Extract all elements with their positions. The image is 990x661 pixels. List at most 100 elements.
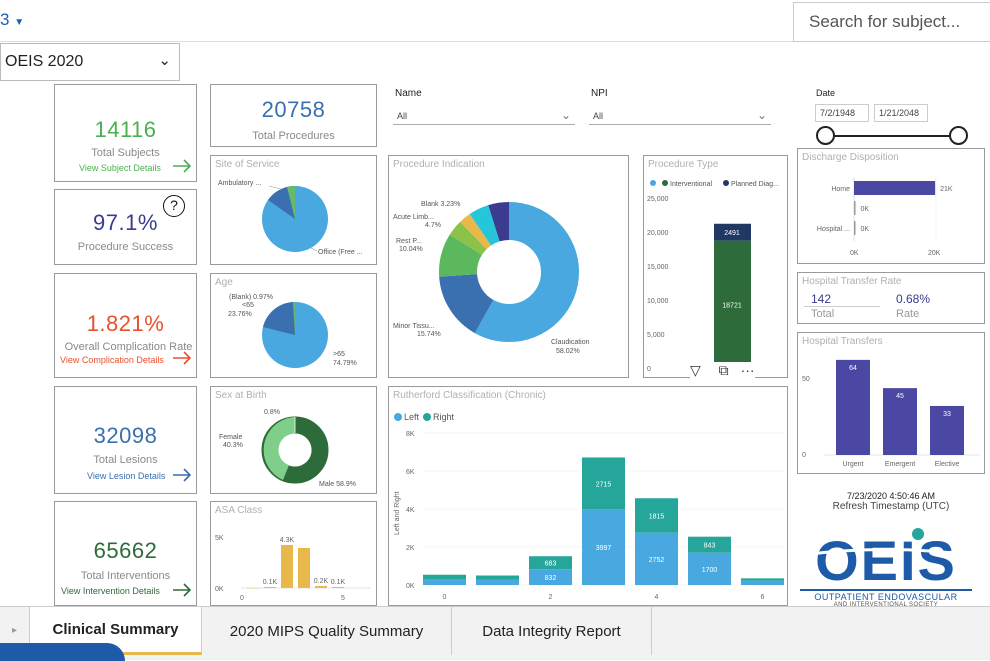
pie-label: Office (Free ... [318, 249, 363, 256]
transfer-total-label: Total [811, 308, 835, 320]
asa-bar[interactable] [315, 586, 327, 588]
y-tick: 20,000 [647, 230, 669, 237]
bar-left[interactable] [476, 579, 519, 585]
pie-slice-blank [293, 301, 295, 335]
asa-bar[interactable] [298, 548, 310, 588]
arrow-right-icon[interactable] [173, 351, 193, 365]
data-label: 1700 [702, 567, 718, 574]
age-pie[interactable]: (Blank) 0.97% <65 23.76% >65 74.79% [211, 274, 376, 377]
y-tick: 25,000 [647, 196, 669, 203]
procedure-type-chart[interactable]: Interventional Planned Diag... 25,000 20,… [644, 156, 787, 377]
kpi-label: Total Subjects [91, 147, 160, 159]
y-tick: 4K [406, 507, 415, 514]
discharge-bar[interactable] [854, 201, 856, 215]
asa-bar[interactable] [332, 587, 344, 588]
kpi-value: 65662 [93, 538, 158, 563]
chevron-down-icon: ⌄ [158, 52, 171, 69]
bar-right[interactable] [741, 578, 784, 581]
kpi-value: 20758 [261, 97, 326, 122]
discharge-bar-chart[interactable]: 0K 20K Home 21K 0K Hospital ... 0K [798, 149, 984, 263]
arrow-right-icon[interactable] [173, 159, 193, 173]
asa-bar[interactable] [281, 545, 293, 588]
npi-filter-label: NPI [591, 88, 608, 99]
bar-left[interactable] [741, 580, 784, 585]
name-filter-dropdown[interactable]: All ⌄ [393, 108, 575, 125]
kpi-label: Total Lesions [93, 454, 158, 466]
bar-right[interactable] [529, 556, 572, 570]
help-icon[interactable]: ? [163, 195, 185, 217]
more-options-icon[interactable]: ··· [740, 362, 755, 378]
indication-donut[interactable]: Blank 3.23% Acute Limb... 4.7% Rest P...… [389, 156, 628, 377]
transfer-bar[interactable] [930, 405, 964, 455]
transfer-bar[interactable] [836, 359, 870, 455]
data-label: 0.1K [263, 579, 278, 586]
tab-accent [0, 643, 125, 661]
card-title: Procedure Type [648, 159, 719, 170]
rutherford-stacked-bar-chart[interactable]: Left Right Left and Right 8K 6K 4K 2K 0K 832 6… [389, 387, 787, 605]
asa-bar[interactable] [264, 587, 276, 588]
pie-label: Minor Tissu... [393, 323, 435, 330]
bar-right[interactable] [423, 574, 466, 580]
kpi-total-interventions: 65662 Total Interventions View Intervent… [54, 501, 197, 606]
chevron-down-icon: ▼ [14, 17, 25, 28]
discharge-bar[interactable] [854, 181, 936, 195]
menu-toggle[interactable]: 3 ▼ [0, 10, 24, 30]
search-input[interactable]: Search for subject... [793, 2, 990, 42]
site-of-service-pie[interactable]: Ambulatory ... Office (Free ... [211, 156, 376, 264]
x-tick: Emergent [885, 461, 915, 468]
date-slider-start-handle[interactable] [816, 126, 835, 145]
kpi-value: 97.1% [93, 210, 158, 235]
pie-label: Acute Limb... [393, 214, 434, 221]
bar-left[interactable] [582, 509, 625, 585]
tab-data-integrity-report[interactable]: Data Integrity Report [452, 607, 652, 655]
filter-icon[interactable]: ▽ [690, 362, 701, 378]
bar-right[interactable] [582, 457, 625, 510]
bar-left[interactable] [635, 532, 678, 585]
bar-planned[interactable] [714, 223, 751, 241]
card-title: Discharge Disposition [802, 152, 899, 163]
bar-right[interactable] [476, 575, 519, 580]
data-label: 1815 [649, 513, 665, 520]
date-filter-label: Date [816, 88, 836, 98]
y-tick: 8K [406, 431, 415, 438]
arrow-right-icon[interactable] [173, 468, 193, 482]
hospital-transfers-bar-chart[interactable]: 50 0 64 Urgent 45 Emergent 33 Elective [798, 333, 984, 473]
bar-right[interactable] [635, 498, 678, 533]
date-to-input[interactable]: 1/21/2048 [874, 104, 928, 122]
bar-interventional[interactable] [714, 240, 751, 368]
bar-right[interactable] [688, 536, 731, 553]
report-select[interactable]: OEIS 2020 ⌄ [0, 43, 180, 81]
pie-label: 10.04% [399, 246, 423, 253]
date-from-input[interactable]: 7/2/1948 [815, 104, 869, 122]
x-tick: 2 [549, 594, 553, 601]
transfer-bar[interactable] [883, 388, 917, 455]
kpi-value: 1.821% [86, 311, 165, 336]
card-title: Site of Service [215, 159, 280, 170]
pie-label: 4.7% [425, 222, 441, 229]
tab-scroll-left[interactable]: ▸ [0, 607, 30, 655]
sex-donut[interactable]: 0.8% Female 40.3% Male 58.9% [211, 387, 376, 493]
bar-left[interactable] [529, 569, 572, 585]
view-complication-details-link[interactable]: View Complication Details [60, 355, 164, 365]
npi-filter-dropdown[interactable]: All ⌄ [589, 108, 771, 125]
procedure-indication-card: Procedure Indication Blank 3.23% Acute L… [388, 155, 629, 378]
arrow-right-icon[interactable] [173, 583, 193, 597]
date-slider-end-handle[interactable] [949, 126, 968, 145]
y-tick: 15,000 [647, 264, 669, 271]
tab-mips-quality-summary[interactable]: 2020 MIPS Quality Summary [202, 607, 452, 655]
legend-marker [723, 180, 729, 186]
view-subject-details-link[interactable]: View Subject Details [79, 163, 161, 173]
view-lesion-details-link[interactable]: View Lesion Details [87, 471, 166, 481]
bar-left[interactable] [688, 552, 731, 585]
asa-bar-chart[interactable]: 5K 0K 0 5 0.1K4.3K0.2K 0.1K [211, 502, 376, 605]
view-intervention-details-link[interactable]: View Intervention Details [61, 586, 160, 596]
pie-slice-under-65 [263, 302, 295, 335]
legend-label: Left [404, 412, 420, 422]
pie-label: 23.76% [228, 311, 252, 318]
card-title: Procedure Indication [393, 159, 485, 170]
legend-marker-right [423, 413, 431, 421]
discharge-bar[interactable] [854, 221, 856, 235]
card-title: Rutherford Classification (Chronic) [393, 390, 546, 401]
focus-mode-icon[interactable]: ⧉ [718, 362, 729, 378]
bar-left[interactable] [423, 579, 466, 585]
